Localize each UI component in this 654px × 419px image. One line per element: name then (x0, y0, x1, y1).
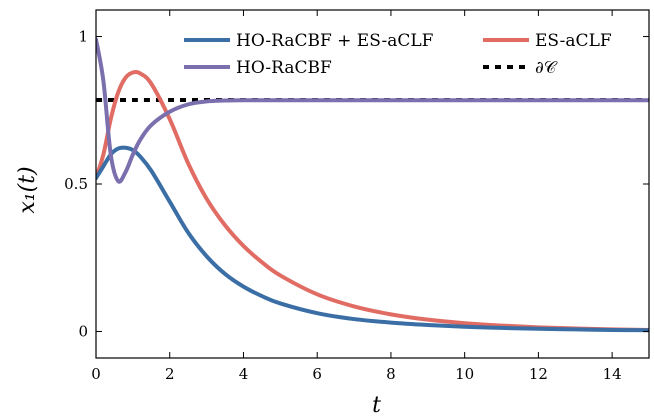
legend-label: HO-RaCBF (236, 58, 332, 78)
legend: HO-RaCBF + ES-aCLF ES-aCLF HO-RaCBF ∂𝒞 (184, 31, 612, 78)
x-tick-label: 14 (603, 365, 622, 383)
x-tick-label: 12 (529, 365, 548, 383)
plot-frame (95, 9, 650, 359)
x-tick-label: 0 (91, 365, 101, 383)
x-tick-label: 4 (239, 365, 249, 383)
legend-label: ES-aCLF (535, 31, 612, 51)
x-axis-label: t (372, 393, 381, 418)
x-tick-label: 2 (165, 365, 175, 383)
series-layer (96, 37, 649, 333)
legend-label: ∂𝒞 (535, 58, 558, 78)
legend-label: HO-RaCBF + ES-aCLF (236, 31, 434, 51)
series-line-0 (96, 145, 649, 333)
x-tick-label: 8 (386, 365, 396, 383)
y-tick-label: 0.5 (64, 175, 88, 193)
series-line-1 (96, 69, 649, 332)
x-tick-label: 6 (312, 365, 322, 383)
y-tick-label: 0 (78, 322, 88, 340)
series-line-2 (96, 37, 649, 184)
ticks-layer: 0 2 4 6 8 10 12 14 0 0.5 1 (64, 10, 649, 383)
x-tick-label: 10 (455, 365, 474, 383)
y-tick-label: 1 (78, 28, 88, 46)
y-axis-label: x₁(t) (15, 166, 40, 213)
